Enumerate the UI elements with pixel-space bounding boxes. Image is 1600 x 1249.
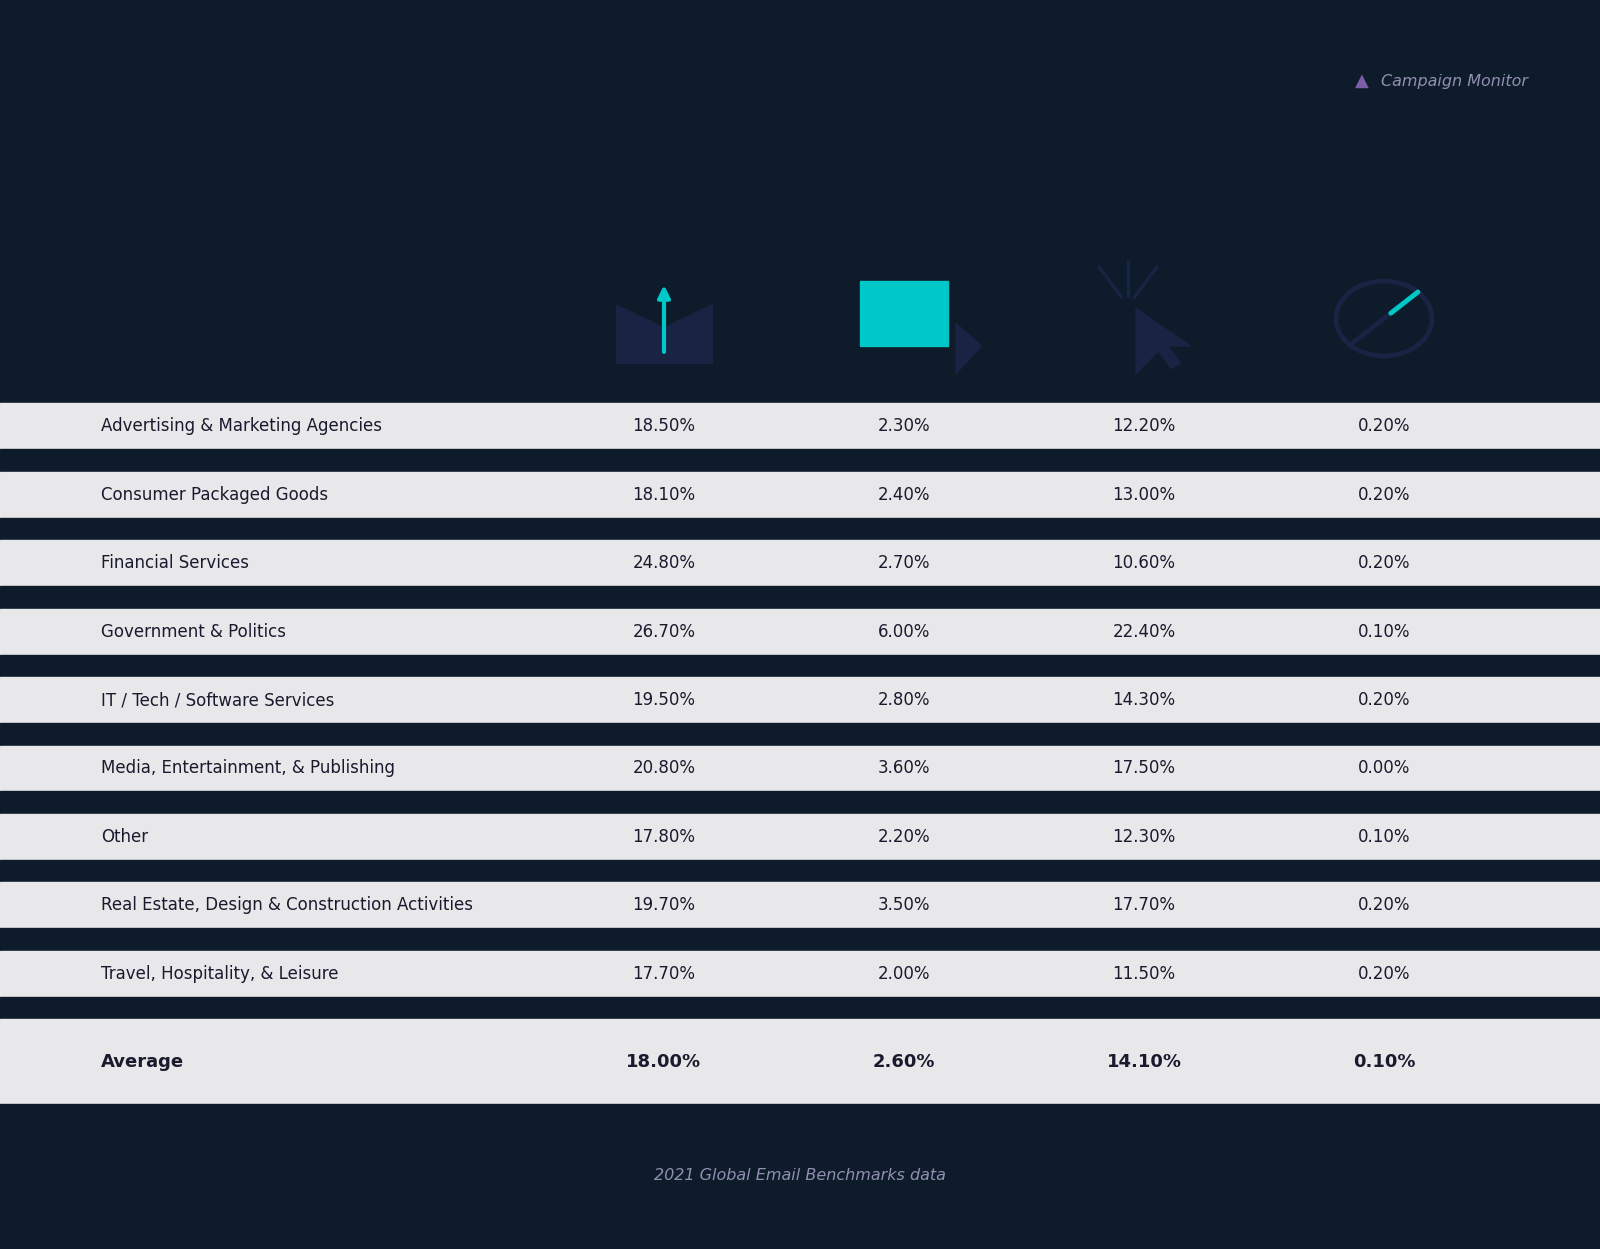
Text: 0.20%: 0.20% [1358,486,1410,503]
Text: 17.80%: 17.80% [632,828,696,846]
Bar [0,608,1600,654]
Text: 11.50%: 11.50% [1112,964,1176,983]
Text: Consumer Packaged Goods: Consumer Packaged Goods [101,486,328,503]
Bar [0,586,1600,608]
Text: 13.00%: 13.00% [1112,486,1176,503]
Text: 2.80%: 2.80% [878,691,930,709]
Bar [0,403,1600,450]
Text: IT / Tech / Software Services: IT / Tech / Software Services [101,691,334,709]
Bar [0,746,1600,792]
Text: 12.30%: 12.30% [1112,828,1176,846]
Text: 3.60%: 3.60% [878,759,930,777]
Text: 19.70%: 19.70% [632,897,696,914]
Text: 0.20%: 0.20% [1358,417,1410,436]
Text: 14.10%: 14.10% [1107,1053,1181,1070]
Text: 17.50%: 17.50% [1112,759,1176,777]
Bar [0,450,1600,472]
Polygon shape [955,323,981,373]
Text: 12.20%: 12.20% [1112,417,1176,436]
Text: 17.70%: 17.70% [1112,897,1176,914]
Text: 2.40%: 2.40% [878,486,930,503]
Polygon shape [1136,309,1190,373]
Bar [0,677,1600,723]
Text: 0.10%: 0.10% [1352,1053,1416,1070]
Text: 0.20%: 0.20% [1358,691,1410,709]
Bar [0,723,1600,746]
Bar [0,792,1600,814]
Text: 3.50%: 3.50% [878,897,930,914]
Text: Media, Entertainment, & Publishing: Media, Entertainment, & Publishing [101,759,395,777]
Text: Other: Other [101,828,147,846]
Bar [0,859,1600,882]
Bar [0,882,1600,928]
Bar [0,950,1600,997]
Text: 0.20%: 0.20% [1358,555,1410,572]
Text: 2.70%: 2.70% [878,555,930,572]
Text: 2.20%: 2.20% [878,828,930,846]
Bar [0,381,1600,403]
Bar [0,814,1600,859]
Text: Real Estate, Design & Construction Activities: Real Estate, Design & Construction Activ… [101,897,474,914]
Bar [0,997,1600,1019]
Bar [0,928,1600,950]
Bar [0,518,1600,541]
Text: 20.80%: 20.80% [632,759,696,777]
Text: 2.60%: 2.60% [872,1053,936,1070]
Text: 0.20%: 0.20% [1358,964,1410,983]
Text: 0.10%: 0.10% [1358,828,1410,846]
Text: 0.20%: 0.20% [1358,897,1410,914]
Bar [861,281,949,346]
Bar [0,1104,1600,1127]
Text: ▲: ▲ [1355,72,1370,90]
Text: Financial Services: Financial Services [101,555,250,572]
Bar [0,472,1600,518]
Text: 0.00%: 0.00% [1358,759,1410,777]
Text: 2.30%: 2.30% [878,417,930,436]
Bar [0,654,1600,677]
Text: 10.60%: 10.60% [1112,555,1176,572]
Text: 2.00%: 2.00% [878,964,930,983]
Text: 0.10%: 0.10% [1358,623,1410,641]
Bar [0,1019,1600,1104]
Text: Average: Average [101,1053,184,1070]
Text: Campaign Monitor: Campaign Monitor [1381,74,1528,89]
Text: 26.70%: 26.70% [632,623,696,641]
Bar [0,541,1600,586]
Text: 17.70%: 17.70% [632,964,696,983]
Text: 6.00%: 6.00% [878,623,930,641]
Text: 2021 Global Email Benchmarks data: 2021 Global Email Benchmarks data [654,1168,946,1183]
Text: Government & Politics: Government & Politics [101,623,286,641]
Text: Advertising & Marketing Agencies: Advertising & Marketing Agencies [101,417,382,436]
Text: Travel, Hospitality, & Leisure: Travel, Hospitality, & Leisure [101,964,338,983]
Text: 22.40%: 22.40% [1112,623,1176,641]
Text: 18.50%: 18.50% [632,417,696,436]
Text: 18.00%: 18.00% [627,1053,701,1070]
Polygon shape [616,304,712,326]
Text: 19.50%: 19.50% [632,691,696,709]
Bar [616,304,712,363]
Text: 14.30%: 14.30% [1112,691,1176,709]
Text: 18.10%: 18.10% [632,486,696,503]
Text: 24.80%: 24.80% [632,555,696,572]
